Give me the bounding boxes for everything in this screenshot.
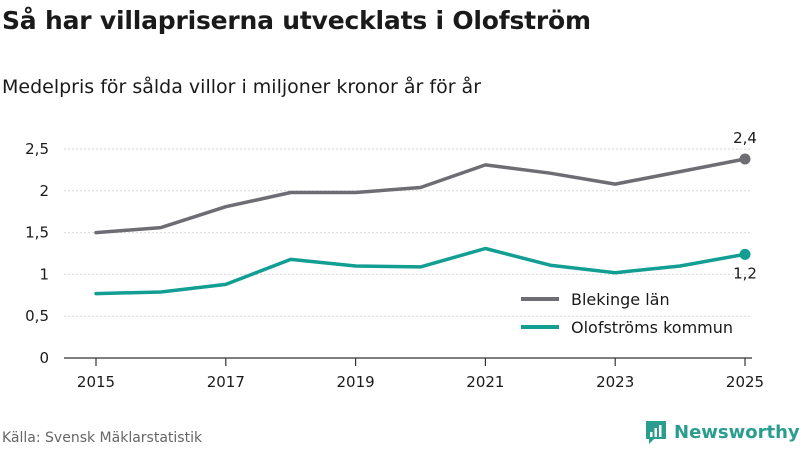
end-value-label: 1,2 [733, 264, 757, 282]
x-tick-label: 2019 [337, 373, 375, 391]
chart-title: Så har villapriserna utvecklats i Olofst… [2, 6, 591, 35]
x-tick-label: 2025 [726, 373, 764, 391]
source-note: Källa: Svensk Mäklarstatistik [2, 430, 203, 446]
y-tick-label: 0 [39, 349, 49, 367]
brand-name: Newsworthy [674, 421, 800, 443]
y-tick-label: 1,5 [25, 224, 49, 242]
newsworthy-icon [646, 421, 666, 444]
legend-label: Olofströms kommun [571, 318, 733, 337]
x-tick-label: 2023 [596, 373, 634, 391]
end-value-label: 2,4 [733, 129, 757, 147]
x-tick-label: 2021 [466, 373, 504, 391]
brand-logo: Newsworthy [644, 419, 800, 445]
series-end-point [739, 248, 751, 260]
y-tick-label: 2 [39, 182, 49, 200]
legend-label: Blekinge län [571, 290, 670, 309]
series-end-point [739, 153, 751, 165]
chart-subtitle: Medelpris för sålda villor i miljoner kr… [2, 76, 482, 98]
y-tick-label: 1 [39, 265, 49, 283]
x-tick-label: 2015 [77, 373, 115, 391]
y-tick-label: 2,5 [25, 140, 49, 158]
series-line [94, 246, 747, 296]
y-tick-label: 0,5 [25, 307, 49, 325]
x-tick-label: 2017 [207, 373, 245, 391]
series-line [94, 157, 747, 235]
